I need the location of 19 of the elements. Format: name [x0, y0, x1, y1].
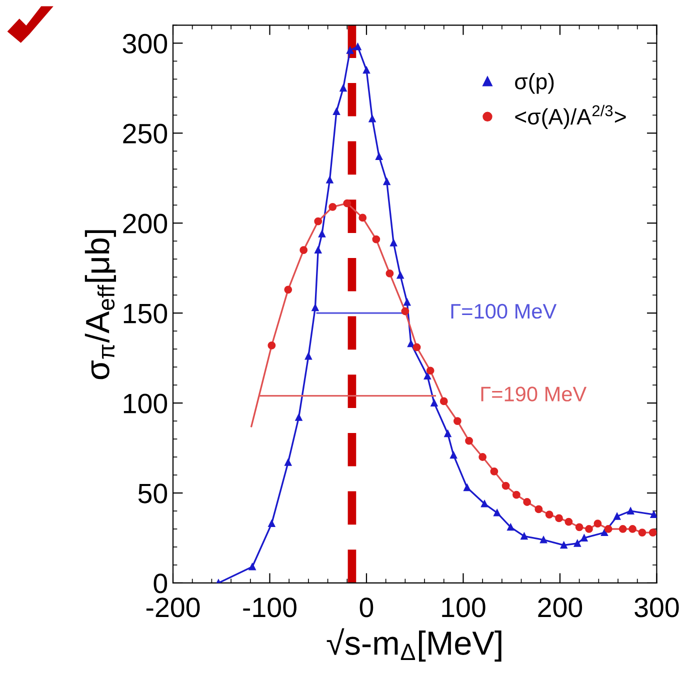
x-tick-label: 200	[538, 598, 582, 618]
y-tick-label: 250	[123, 124, 168, 144]
x-tick-label: 0	[360, 598, 374, 618]
y-tick-label: 0	[154, 574, 168, 594]
y-tick-label: 150	[124, 304, 168, 324]
annotation: Γ=190 MeV	[481, 386, 587, 402]
x-tick-label: 100	[442, 598, 486, 618]
y-axis-title: σ$_{π}$/A$_{eff}$[μb]	[84, 230, 116, 380]
y-tick-label: 200	[123, 214, 168, 234]
y-tick-label: 300	[122, 34, 168, 54]
x-axis-title: √s-m$_{Δ}$[MeV]	[326, 628, 502, 662]
x-tick-label: 300	[634, 598, 679, 618]
legend-label: <σ(A)/A$^{2/3}$>	[515, 104, 626, 129]
x-tick-label: -100	[243, 598, 296, 618]
annotation: Γ=100 MeV	[451, 304, 557, 319]
y-tick-label: 100	[124, 394, 168, 414]
legend-label: σ(p)	[515, 73, 554, 94]
x-tick-label: -200	[146, 598, 200, 618]
y-tick-label: 50	[138, 484, 168, 504]
